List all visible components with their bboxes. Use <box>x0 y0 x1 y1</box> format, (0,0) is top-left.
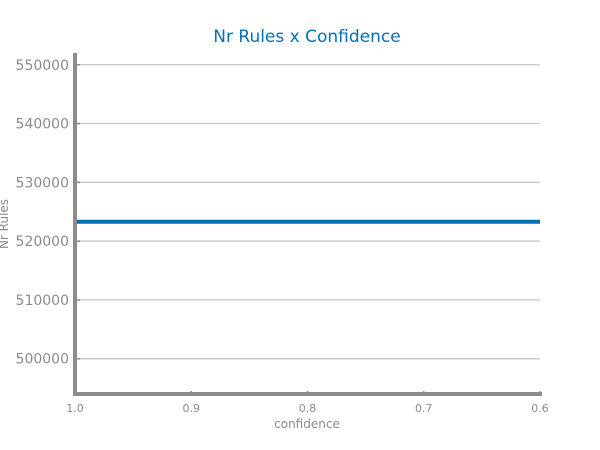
x-tick-label: 1.0 <box>66 402 84 415</box>
y-axis-label: Nr Rules <box>0 199 11 249</box>
x-tick-label: 0.6 <box>531 402 549 415</box>
y-tick-label: 540000 <box>16 117 69 133</box>
y-tick-label: 510000 <box>16 293 69 309</box>
x-tick-label: 0.7 <box>415 402 433 415</box>
y-tick-label: 500000 <box>16 352 69 368</box>
chart-title: Nr Rules x Confidence <box>213 27 400 47</box>
x-axis-label: confidence <box>274 417 340 431</box>
x-tick-label: 0.8 <box>299 402 317 415</box>
y-tick-label: 530000 <box>16 175 69 191</box>
x-tick-label: 0.9 <box>183 402 201 415</box>
grid-layer <box>75 64 540 360</box>
y-tick-label: 550000 <box>16 58 69 74</box>
axis-layer <box>73 53 542 396</box>
y-tick-label: 520000 <box>16 234 69 250</box>
tick-layer: 500000 510000 520000 530000 540000 550000 1.0 0… <box>16 58 549 415</box>
